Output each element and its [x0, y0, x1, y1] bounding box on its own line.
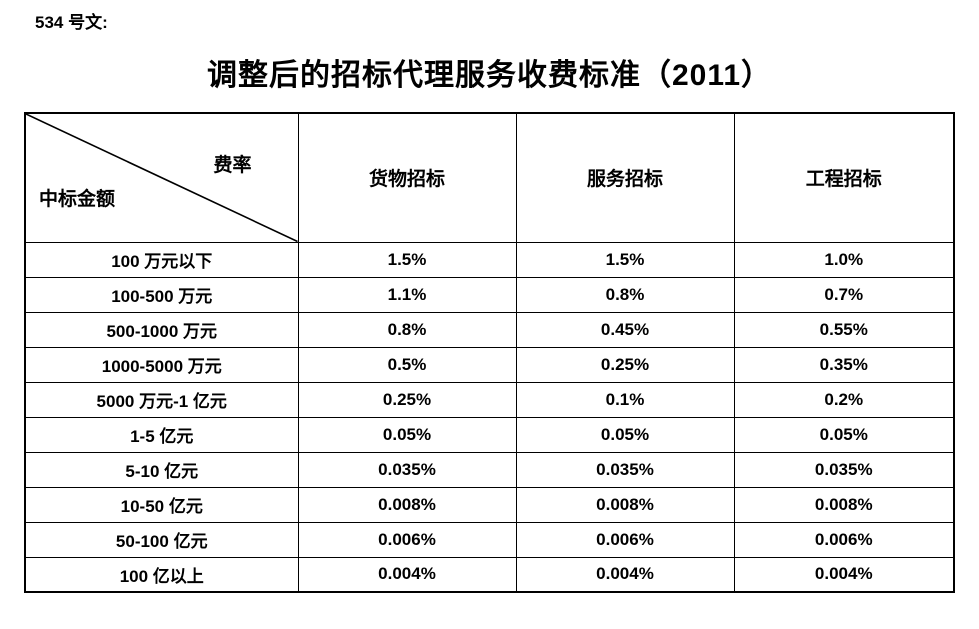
amount-cell: 10-50 亿元 [24, 486, 299, 523]
doc-number-label: 534 号文: [35, 13, 108, 32]
rate-cell: 0.55% [733, 311, 955, 348]
amount-cell: 100 万元以下 [24, 241, 299, 278]
table-row: 100 万元以下 1.5% 1.5% 1.0% [24, 241, 955, 278]
rate-cell: 1.1% [297, 276, 517, 313]
rate-cell: 0.004% [297, 556, 517, 593]
rate-cell: 0.8% [515, 276, 735, 313]
rate-cell: 0.35% [733, 346, 955, 383]
table-row: 1000-5000 万元 0.5% 0.25% 0.35% [24, 346, 955, 383]
rate-cell: 0.1% [515, 381, 735, 418]
rate-cell: 0.008% [733, 486, 955, 523]
rate-cell: 0.5% [297, 346, 517, 383]
rate-cell: 0.7% [733, 276, 955, 313]
amount-cell: 1-5 亿元 [24, 416, 299, 453]
rate-cell: 0.05% [515, 416, 735, 453]
amount-cell: 500-1000 万元 [24, 311, 299, 348]
amount-cell: 5-10 亿元 [24, 451, 299, 488]
amount-cell: 100-500 万元 [24, 276, 299, 313]
rate-cell: 0.035% [515, 451, 735, 488]
rate-cell: 0.004% [515, 556, 735, 593]
rate-cell: 0.006% [733, 521, 955, 558]
corner-label-bid-amount: 中标金额 [39, 189, 116, 210]
table-row: 5-10 亿元 0.035% 0.035% 0.035% [24, 451, 955, 488]
table-header-row: 费率 中标金额 货物招标 服务招标 工程招标 [24, 112, 955, 243]
rate-cell: 1.5% [297, 241, 517, 278]
table-row: 1-5 亿元 0.05% 0.05% 0.05% [24, 416, 955, 453]
corner-header-cell: 费率 中标金额 [24, 112, 299, 243]
amount-cell: 5000 万元-1 亿元 [24, 381, 299, 418]
corner-label-fee-rate: 费率 [213, 155, 252, 176]
rate-cell: 0.8% [297, 311, 517, 348]
table-row: 500-1000 万元 0.8% 0.45% 0.55% [24, 311, 955, 348]
rate-cell: 0.008% [515, 486, 735, 523]
rate-cell: 0.008% [297, 486, 517, 523]
amount-cell: 50-100 亿元 [24, 521, 299, 558]
rate-cell: 0.006% [515, 521, 735, 558]
rate-cell: 0.035% [297, 451, 517, 488]
table-row: 100 亿以上 0.004% 0.004% 0.004% [24, 556, 955, 593]
rate-cell: 0.25% [297, 381, 517, 418]
diagonal-divider-line [26, 114, 298, 242]
rate-cell: 0.05% [733, 416, 955, 453]
amount-cell: 100 亿以上 [24, 556, 299, 593]
rate-cell: 0.004% [733, 556, 955, 593]
rate-cell: 0.2% [733, 381, 955, 418]
rate-cell: 0.035% [733, 451, 955, 488]
page-title: 调整后的招标代理服务收费标准（2011） [206, 59, 773, 92]
table-row: 50-100 亿元 0.006% 0.006% 0.006% [24, 521, 955, 558]
column-header-service-bidding: 服务招标 [515, 112, 735, 243]
table-row: 5000 万元-1 亿元 0.25% 0.1% 0.2% [24, 381, 955, 418]
table-row: 100-500 万元 1.1% 0.8% 0.7% [24, 276, 955, 313]
rate-cell: 1.0% [733, 241, 955, 278]
column-header-engineering-bidding: 工程招标 [733, 112, 955, 243]
column-header-goods-bidding: 货物招标 [297, 112, 517, 243]
table-row: 10-50 亿元 0.008% 0.008% 0.008% [24, 486, 955, 523]
amount-cell: 1000-5000 万元 [24, 346, 299, 383]
rate-cell: 1.5% [515, 241, 735, 278]
rate-cell: 0.25% [515, 346, 735, 383]
rate-cell: 0.006% [297, 521, 517, 558]
rate-cell: 0.05% [297, 416, 517, 453]
rate-cell: 0.45% [515, 311, 735, 348]
fee-rate-table: 费率 中标金额 货物招标 服务招标 工程招标 100 万元以下 1.5% 1.5… [24, 112, 955, 593]
